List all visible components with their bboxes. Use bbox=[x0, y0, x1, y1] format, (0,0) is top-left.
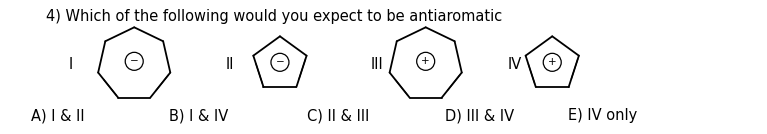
Text: +: + bbox=[548, 57, 557, 67]
Text: D) III & IV: D) III & IV bbox=[445, 108, 514, 123]
Text: III: III bbox=[370, 57, 384, 72]
Text: −: − bbox=[275, 57, 285, 67]
Text: I: I bbox=[68, 57, 73, 72]
Text: E) IV only: E) IV only bbox=[568, 108, 637, 123]
Text: IV: IV bbox=[507, 57, 522, 72]
Text: C) II & III: C) II & III bbox=[307, 108, 369, 123]
Text: II: II bbox=[225, 57, 234, 72]
Text: −: − bbox=[130, 56, 139, 66]
Text: +: + bbox=[421, 56, 430, 66]
Text: B) I & IV: B) I & IV bbox=[169, 108, 228, 123]
Text: 4) Which of the following would you expect to be antiaromatic: 4) Which of the following would you expe… bbox=[46, 9, 502, 24]
Text: A) I & II: A) I & II bbox=[31, 108, 84, 123]
